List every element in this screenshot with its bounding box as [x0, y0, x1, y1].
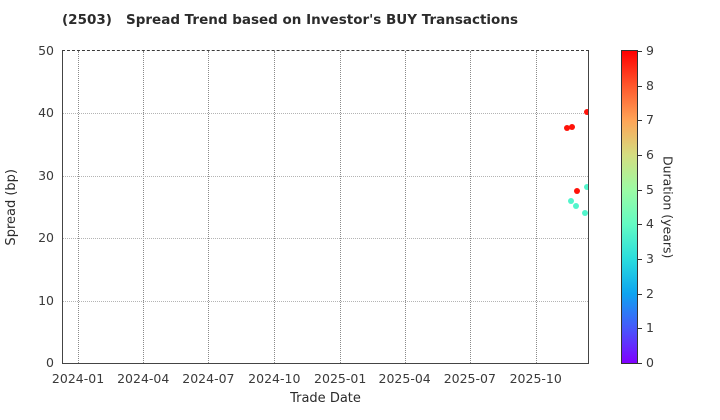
vertical-gridline: [78, 51, 80, 363]
scatter-point: [564, 124, 571, 131]
scatter-point: [572, 203, 579, 210]
colorbar-tick-mark: [638, 189, 642, 191]
chart-title: (2503) Spread Trend based on Investor's …: [62, 12, 518, 28]
scatter-point: [583, 108, 588, 115]
colorbar-tick-label: 5: [646, 181, 654, 197]
x-tick-label: 2025-04: [378, 371, 431, 386]
horizontal-gridline: [63, 238, 588, 240]
colorbar-tick-label: 3: [646, 251, 654, 266]
colorbar-tick-mark: [638, 363, 642, 364]
vertical-gridline: [208, 51, 210, 363]
x-tick-label: 2024-04: [117, 371, 170, 386]
vertical-gridline: [143, 51, 145, 363]
horizontal-gridline: [63, 300, 588, 302]
y-tick-label: 40: [38, 105, 54, 121]
vertical-gridline: [535, 51, 537, 363]
colorbar-tick-mark: [638, 259, 642, 260]
x-tick-label: 2024-07: [182, 371, 235, 386]
colorbar-tick-mark: [638, 328, 642, 330]
vertical-gridline: [404, 51, 406, 363]
colorbar-tick-label: 6: [646, 147, 654, 162]
x-tick-label: 2025-10: [509, 371, 562, 386]
colorbar-tick-mark: [638, 155, 642, 156]
y-tick-label: 20: [38, 230, 54, 246]
colorbar-tick-label: 0: [646, 355, 654, 370]
colorbar-tick-label: 7: [646, 112, 654, 128]
colorbar-tick-mark: [638, 120, 642, 122]
colorbar-tick-mark: [638, 293, 642, 295]
x-tick-label: 2024-01: [51, 371, 105, 386]
colorbar-label-wrap: Duration (years): [659, 50, 677, 364]
y-tick-label: 0: [46, 355, 54, 370]
scatter-point: [567, 197, 574, 204]
x-tick-label: 2025-07: [443, 371, 496, 386]
vertical-gridline: [274, 51, 276, 363]
y-tick-label: 30: [38, 167, 54, 183]
colorbar-tick-mark: [638, 51, 642, 52]
horizontal-gridline: [63, 113, 588, 115]
vertical-gridline: [340, 51, 342, 363]
colorbar-tick-mark: [638, 224, 642, 226]
colorbar-tick-label: 2: [646, 285, 654, 301]
x-tick-label: 2024-10: [248, 371, 301, 386]
plot-area: [62, 50, 589, 364]
colorbar-tick-label: 4: [646, 216, 654, 232]
y-axis-label-wrap: Spread (bp): [2, 50, 20, 364]
colorbar-tick-label: 8: [646, 77, 654, 93]
y-tick-label: 10: [38, 292, 54, 308]
y-tick-label: 50: [38, 43, 54, 58]
scatter-point: [569, 123, 576, 130]
colorbar-tick-label: 9: [646, 43, 654, 58]
scatter-point: [582, 209, 588, 216]
horizontal-gridline: [63, 175, 588, 177]
scatter-point: [584, 184, 588, 191]
x-tick-label: 2025-01: [314, 371, 367, 386]
scatter-point: [574, 187, 581, 194]
colorbar-tick-label: 1: [646, 320, 654, 336]
colorbar-label: Duration (years): [660, 155, 676, 259]
vertical-gridline: [469, 51, 471, 363]
colorbar-tick-mark: [638, 85, 642, 87]
x-axis-label: Trade Date: [290, 391, 361, 406]
colorbar: [621, 50, 638, 364]
